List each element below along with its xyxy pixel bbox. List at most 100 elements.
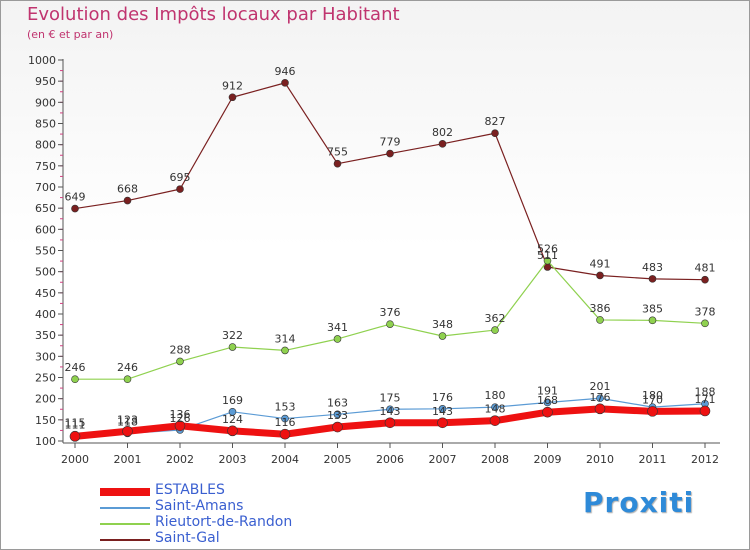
data-point [332, 421, 343, 433]
data-point [596, 271, 604, 280]
data-label: 314 [275, 332, 296, 345]
data-label: 201 [590, 380, 611, 393]
y-tick-label: 200 [35, 393, 56, 406]
data-point [489, 415, 501, 426]
data-label: 246 [65, 361, 86, 374]
data-label: 136 [170, 408, 191, 421]
data-label: 168 [537, 394, 558, 407]
x-tick-label: 2008 [481, 453, 509, 466]
data-point [647, 406, 658, 417]
data-label: 153 [275, 401, 296, 414]
legend-swatch [100, 488, 150, 496]
data-point [386, 405, 394, 414]
data-point [699, 405, 711, 417]
data-point [491, 403, 499, 411]
chart-axes: 100 150 200 250 300 350 400 450 500 550 600 650 700 7… [28, 54, 720, 466]
data-label: 176 [432, 391, 453, 404]
data-point [438, 332, 447, 340]
data-point [228, 93, 237, 102]
data-point [122, 425, 133, 437]
data-label: 779 [380, 136, 401, 149]
data-label: 511 [537, 249, 558, 262]
y-tick-label: 750 [35, 160, 56, 173]
data-label: 386 [590, 302, 611, 315]
x-tick-label: 2009 [534, 453, 562, 466]
data-point [281, 346, 289, 355]
data-point [648, 275, 657, 283]
data-label: 115 [65, 417, 86, 430]
series-line [74, 260, 706, 380]
data-point [438, 405, 447, 413]
y-tick-label: 250 [35, 372, 56, 385]
x-tick-label: 2005 [324, 453, 352, 466]
chart-title: Evolution des Impôts locaux par Habitant [27, 4, 400, 25]
data-point [491, 129, 499, 138]
data-label: 124 [222, 413, 243, 426]
x-tick-label: 2002 [166, 453, 194, 466]
y-tick-label: 550 [35, 245, 56, 258]
data-point [437, 417, 448, 429]
data-label: 111 [65, 418, 86, 431]
data-point [543, 398, 552, 407]
data-point [333, 159, 342, 168]
data-label: 169 [222, 394, 243, 407]
data-point [71, 204, 79, 213]
y-tick-label: 500 [35, 266, 56, 279]
x-tick-label: 2006 [376, 453, 404, 466]
data-point [648, 316, 657, 325]
data-label: 180 [642, 389, 663, 402]
data-label: 118 [117, 415, 138, 428]
y-tick-label: 700 [35, 181, 56, 194]
data-point [542, 406, 553, 418]
y-tick-label: 850 [35, 118, 56, 131]
data-label: 133 [327, 409, 348, 422]
data-point [123, 375, 132, 383]
data-point [123, 196, 132, 205]
series-layer [69, 79, 711, 442]
data-label: 376 [380, 306, 401, 319]
data-point [701, 319, 709, 328]
data-label: 143 [380, 405, 401, 418]
data-point [386, 320, 394, 328]
data-point [594, 403, 606, 415]
data-label: 385 [642, 302, 663, 315]
data-point [228, 343, 237, 351]
data-point [596, 394, 604, 403]
data-point [69, 431, 81, 442]
data-label: 116 [275, 416, 296, 429]
data-point [333, 335, 342, 343]
y-tick-label: 800 [35, 139, 56, 152]
data-point [176, 185, 184, 193]
data-label: 348 [432, 318, 453, 331]
legend-label: Rieutort-de-Randon [155, 514, 293, 530]
data-point [386, 149, 394, 158]
data-point [279, 428, 291, 440]
data-point [71, 375, 79, 383]
y-tick-label: 450 [35, 287, 56, 300]
x-tick-label: 2003 [219, 453, 247, 466]
y-tick-label: 900 [35, 96, 56, 109]
y-tick-label: 150 [35, 414, 56, 427]
data-point [701, 275, 709, 284]
y-tick-label: 1000 [28, 54, 56, 67]
data-label: 378 [695, 305, 716, 318]
data-label: 526 [537, 243, 558, 256]
data-label: 755 [327, 146, 348, 159]
data-label: 322 [222, 329, 243, 342]
data-label: 126 [170, 412, 191, 425]
x-tick-label: 2001 [114, 453, 142, 466]
x-tick-label: 2012 [691, 453, 719, 466]
data-label: 171 [695, 393, 716, 406]
data-label: 180 [485, 389, 506, 402]
data-label: 912 [222, 79, 243, 92]
data-label: 123 [117, 413, 138, 426]
data-label: 827 [485, 115, 506, 128]
data-label: 695 [170, 171, 191, 184]
data-label: 148 [485, 403, 506, 416]
data-point [176, 357, 184, 366]
data-label: 288 [170, 343, 191, 356]
data-label: 246 [117, 361, 138, 374]
data-point [491, 326, 499, 334]
